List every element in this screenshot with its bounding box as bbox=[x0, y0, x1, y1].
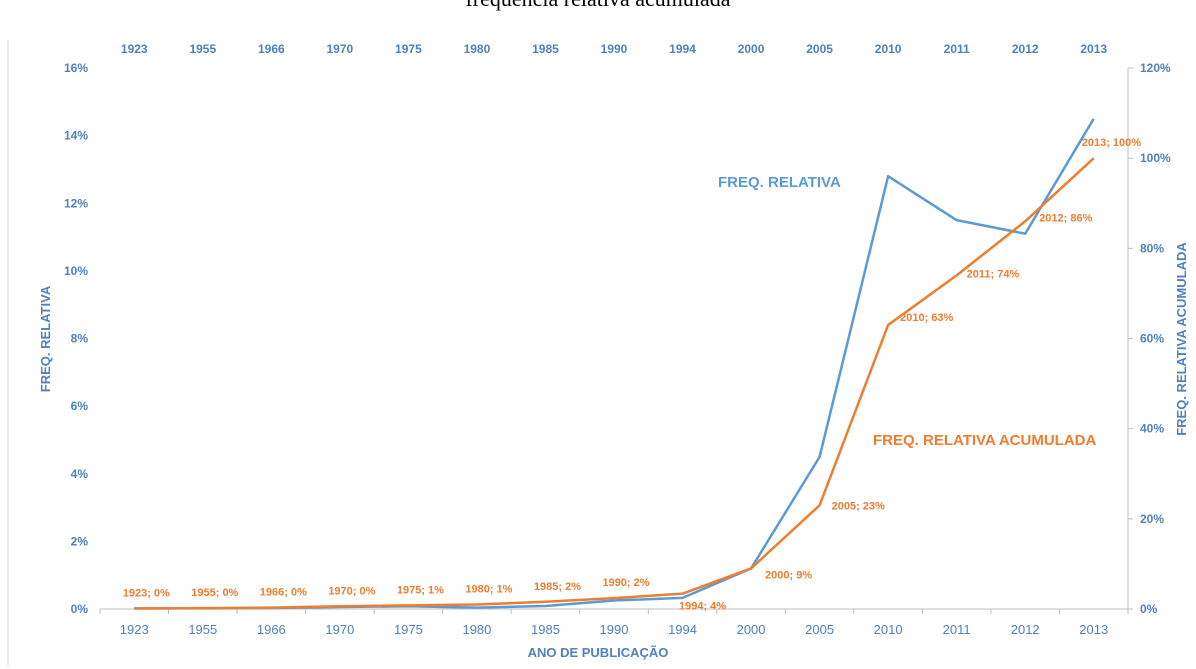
x-axis-title: ANO DE PUBLICAÇÃO bbox=[528, 645, 669, 660]
data-label-cumulative: 2000; 9% bbox=[765, 569, 812, 581]
x-tick-label-bottom: 1985 bbox=[531, 622, 560, 637]
y-left-tick-label: 16% bbox=[64, 61, 88, 75]
data-label-cumulative: 1994; 4% bbox=[679, 601, 726, 613]
y-left-tick-label: 2% bbox=[71, 534, 89, 548]
y-right-tick-label: 20% bbox=[1140, 512, 1164, 526]
x-tick-label-bottom: 1966 bbox=[257, 622, 286, 637]
data-label-cumulative: 2005; 23% bbox=[832, 500, 885, 512]
y-left-tick-label: 6% bbox=[71, 399, 89, 413]
y-right-tick-label: 0% bbox=[1140, 602, 1158, 616]
x-tick-label-top: 1980 bbox=[464, 42, 491, 56]
x-tick-label-top: 2011 bbox=[944, 42, 970, 56]
y-right-tick-label: 40% bbox=[1140, 422, 1164, 436]
data-label-cumulative: 1975; 1% bbox=[397, 584, 444, 596]
data-label-cumulative: 1955; 0% bbox=[191, 587, 238, 599]
data-label-cumulative: 2012; 86% bbox=[1039, 212, 1092, 224]
data-label-cumulative: 1980; 1% bbox=[465, 583, 512, 595]
y-right-tick-label: 100% bbox=[1140, 151, 1171, 165]
y-left-tick-label: 14% bbox=[64, 129, 88, 143]
x-tick-label-top: 1955 bbox=[189, 42, 216, 56]
x-tick-label-top: 2005 bbox=[806, 42, 833, 56]
y-axis-left-title: FREQ. RELATIVA bbox=[38, 285, 53, 392]
y-left-tick-label: 10% bbox=[64, 264, 88, 278]
y-left-tick-label: 8% bbox=[71, 332, 89, 346]
chart-title: freqüência relativa acumulada bbox=[465, 0, 730, 11]
x-tick-label-top: 1994 bbox=[669, 42, 696, 56]
data-label-cumulative: 1923; 0% bbox=[123, 588, 170, 600]
x-tick-label-top: 1970 bbox=[327, 42, 354, 56]
data-label-cumulative: 1970; 0% bbox=[328, 585, 375, 597]
series-line-freq-relativa-acumulada bbox=[134, 157, 1095, 610]
x-tick-label-top: 1966 bbox=[258, 42, 285, 56]
x-tick-label-bottom: 1994 bbox=[668, 622, 697, 637]
y-right-tick-label: 80% bbox=[1140, 241, 1164, 255]
x-tick-label-top: 2010 bbox=[875, 42, 902, 56]
x-tick-label-top: 2000 bbox=[738, 42, 765, 56]
y-left-tick-label: 4% bbox=[71, 467, 89, 481]
x-tick-label-top: 1975 bbox=[395, 42, 422, 56]
y-axis-right-title: FREQ. RELATIVA ACUMULADA bbox=[1174, 242, 1189, 436]
x-tick-label-bottom: 1970 bbox=[325, 622, 354, 637]
data-label-cumulative: 1990; 2% bbox=[602, 577, 649, 589]
data-label-cumulative: 2011; 74% bbox=[967, 268, 1020, 280]
x-tick-label-bottom: 1955 bbox=[188, 622, 217, 637]
x-tick-label-top: 1990 bbox=[601, 42, 628, 56]
x-tick-label-bottom: 1990 bbox=[600, 622, 629, 637]
x-tick-label-bottom: 2012 bbox=[1011, 622, 1040, 637]
data-label-cumulative: 2010; 63% bbox=[900, 312, 953, 324]
x-tick-label-bottom: 2013 bbox=[1079, 622, 1108, 637]
y-left-tick-label: 0% bbox=[71, 602, 89, 616]
x-tick-label-bottom: 2010 bbox=[874, 622, 903, 637]
data-label-cumulative: 1985; 2% bbox=[534, 581, 581, 593]
y-right-tick-label: 60% bbox=[1140, 332, 1164, 346]
x-tick-label-bottom: 2011 bbox=[943, 622, 971, 637]
x-tick-label-top: 1985 bbox=[532, 42, 559, 56]
x-tick-label-bottom: 1975 bbox=[394, 622, 423, 637]
x-tick-label-top: 1923 bbox=[121, 42, 148, 56]
x-tick-label-bottom: 2005 bbox=[805, 622, 834, 637]
series-line-freq-relativa bbox=[134, 118, 1095, 610]
series-label-freq-relativa: FREQ. RELATIVA bbox=[718, 174, 841, 191]
data-label-cumulative: 2013; 100% bbox=[1082, 137, 1142, 149]
x-tick-label-bottom: 2000 bbox=[737, 622, 766, 637]
x-tick-label-bottom: 1923 bbox=[120, 622, 149, 637]
series-label-freq-relativa-acumulada: FREQ. RELATIVA ACUMULADA bbox=[873, 432, 1096, 449]
x-tick-label-top: 2013 bbox=[1080, 42, 1107, 56]
data-label-cumulative: 1966; 0% bbox=[260, 587, 307, 599]
x-tick-label-top: 2012 bbox=[1012, 42, 1039, 56]
x-tick-label-bottom: 1980 bbox=[462, 622, 491, 637]
y-right-tick-label: 120% bbox=[1140, 61, 1171, 75]
y-left-tick-label: 12% bbox=[64, 196, 88, 210]
